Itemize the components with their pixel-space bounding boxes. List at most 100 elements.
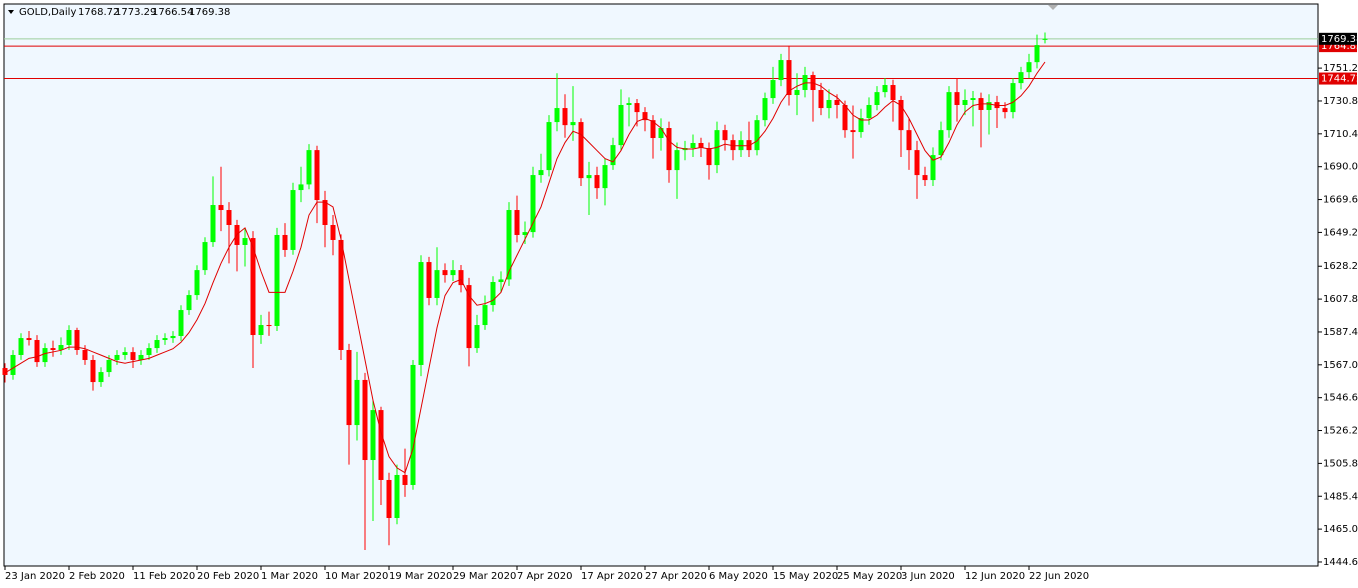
- candle-body: [58, 345, 64, 350]
- candle-body: [530, 175, 536, 233]
- symbol-title: GOLD,Daily: [19, 7, 76, 18]
- plot-area: [3, 3, 1319, 567]
- y-tick-label: 1628.20: [1323, 261, 1358, 272]
- candle-body: [946, 92, 952, 131]
- y-tick-label: 1751.20: [1323, 63, 1358, 74]
- candle-body: [778, 60, 784, 81]
- candle-body: [354, 379, 360, 426]
- candle-body: [938, 130, 944, 156]
- candle-body: [1034, 45, 1040, 63]
- x-tick-label: 3 Jun 2020: [901, 571, 955, 582]
- candle-body: [370, 410, 376, 461]
- candle-body: [1026, 62, 1032, 73]
- y-tick-label: 1505.80: [1323, 458, 1358, 469]
- candle-body: [1010, 83, 1016, 113]
- candle-body: [34, 340, 40, 363]
- candle-body: [330, 224, 336, 240]
- candle-body: [18, 338, 24, 355]
- candle-body: [930, 155, 936, 181]
- y-tick-label: 1730.80: [1323, 96, 1358, 107]
- candle-body: [298, 184, 304, 191]
- x-tick-label: 29 Mar 2020: [453, 571, 516, 582]
- candle-body: [786, 60, 792, 96]
- candle-body: [194, 270, 200, 296]
- candle-body: [162, 338, 168, 341]
- candle-body: [890, 85, 896, 101]
- candle-body: [818, 90, 824, 109]
- candle-body: [506, 210, 512, 280]
- y-tick-label: 1567.00: [1323, 360, 1358, 371]
- y-tick-label: 1710.40: [1323, 129, 1358, 140]
- candle-body: [722, 130, 728, 141]
- candle-body: [666, 128, 672, 171]
- candle-body: [306, 150, 312, 185]
- candle-body: [346, 349, 352, 426]
- x-tick-label: 25 May 2020: [837, 571, 902, 582]
- candle-body: [586, 175, 592, 179]
- candle-body: [66, 330, 72, 346]
- candle-body: [138, 354, 144, 360]
- candle-body: [562, 108, 568, 126]
- level-label: 1744.72: [1321, 74, 1358, 85]
- candle-body: [1042, 38, 1048, 40]
- candle-body: [834, 100, 840, 105]
- candle-body: [770, 80, 776, 99]
- candle-body: [242, 238, 248, 245]
- candle-body: [114, 354, 120, 360]
- candle-body: [130, 352, 136, 360]
- candle-body: [442, 270, 448, 276]
- candle-body: [898, 100, 904, 131]
- candle-body: [826, 100, 832, 109]
- y-tick-label: 1649.20: [1323, 227, 1358, 238]
- candle-body: [426, 262, 432, 298]
- candle-body: [866, 104, 872, 119]
- candle-body: [850, 130, 856, 133]
- x-tick-label: 6 May 2020: [709, 571, 768, 582]
- candle-body: [730, 140, 736, 151]
- candle-body: [218, 205, 224, 211]
- candle-body: [538, 170, 544, 176]
- candle-body: [962, 100, 968, 105]
- candle-body: [178, 310, 184, 336]
- x-tick-label: 20 Feb 2020: [197, 571, 259, 582]
- candle-body: [522, 232, 528, 235]
- candle-body: [26, 338, 32, 341]
- candle-body: [274, 234, 280, 326]
- candle-body: [458, 270, 464, 286]
- y-tick-label: 1546.60: [1323, 393, 1358, 404]
- candle-body: [578, 122, 584, 179]
- candle-body: [202, 242, 208, 271]
- x-tick-label: 23 Jan 2020: [5, 571, 65, 582]
- candle-body: [226, 210, 232, 225]
- y-tick-label: 1690.00: [1323, 162, 1358, 173]
- y-tick-label: 1669.60: [1323, 195, 1358, 206]
- candle-body: [250, 238, 256, 336]
- candle-body: [1002, 108, 1008, 113]
- price-label: 1769.38: [1321, 34, 1358, 45]
- level-label-bg: [1319, 72, 1357, 85]
- candle-body: [386, 479, 392, 518]
- candle-body: [122, 352, 128, 355]
- candle-body: [970, 98, 976, 101]
- candle-body: [106, 359, 112, 373]
- y-tick-label: 1465.00: [1323, 524, 1358, 535]
- candle-body: [906, 130, 912, 151]
- header-high: 1773.29: [115, 7, 156, 18]
- candle-body: [762, 98, 768, 121]
- x-tick-label: 11 Feb 2020: [133, 571, 195, 582]
- candle-body: [434, 270, 440, 298]
- candle-body: [146, 348, 152, 355]
- x-tick-label: 22 Jun 2020: [1029, 571, 1089, 582]
- candle-body: [610, 145, 616, 166]
- candle-body: [74, 330, 80, 350]
- y-tick-label: 1526.20: [1323, 426, 1358, 437]
- candle-body: [634, 103, 640, 113]
- candle-body: [170, 335, 176, 339]
- y-tick-label: 1444.60: [1323, 557, 1358, 568]
- candle-body: [738, 140, 744, 151]
- candle-body: [514, 210, 520, 235]
- candle-body: [450, 270, 456, 276]
- candle-body: [378, 410, 384, 480]
- y-tick-label: 1607.80: [1323, 294, 1358, 305]
- candle-body: [954, 92, 960, 105]
